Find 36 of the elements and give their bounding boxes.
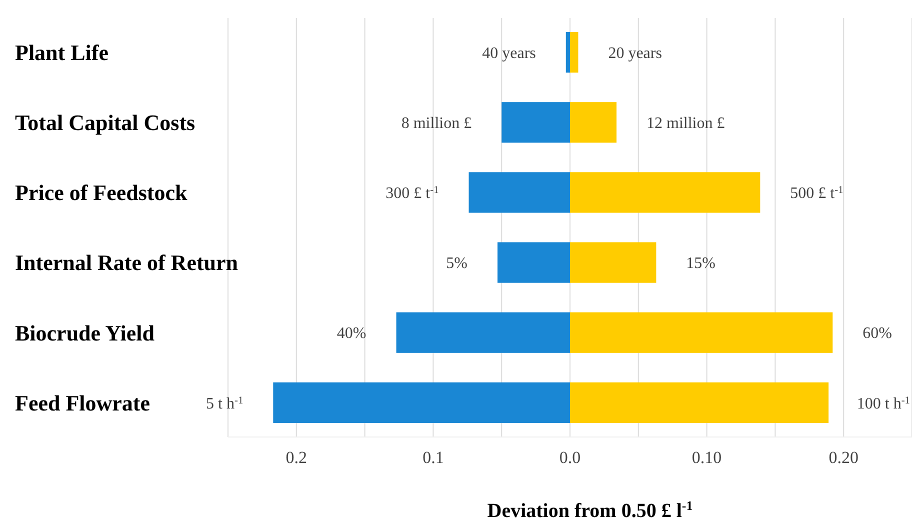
annotation: 12 million £ (646, 115, 725, 132)
x-tick-label: 0.2 (286, 448, 308, 468)
bar (570, 312, 833, 353)
x-tick-label: 0.0 (559, 448, 581, 468)
annotation: 100 t h$^{-1}$ (856, 394, 910, 412)
annotation: 500 £ t$^{-1}$ (790, 184, 844, 202)
y-tick-label: Internal Rate of Return (15, 250, 238, 276)
x-tick-label: 0.20 (828, 448, 858, 468)
y-tick-label: Biocrude Yield (15, 320, 155, 346)
annotation: 15% (686, 255, 716, 272)
bar (396, 312, 570, 353)
bar (273, 382, 570, 423)
bar (497, 242, 570, 283)
annotation: 60% (862, 325, 892, 342)
y-tick-label: Plant Life (15, 40, 109, 66)
bar (570, 32, 578, 73)
annotation: 40 years (482, 44, 536, 62)
bar (468, 172, 570, 213)
bar (566, 32, 570, 73)
y-tick-label: Feed Flowrate (15, 390, 150, 416)
bar (570, 242, 656, 283)
y-tick-label: Total Capital Costs (15, 110, 196, 136)
y-tick-label: Price of Feedstock (15, 180, 188, 206)
x-tick-label: 0.1 (422, 448, 444, 468)
x-tick-label: 0.10 (692, 448, 722, 468)
annotation: 20 years (608, 44, 662, 62)
bar (502, 102, 570, 143)
annotation: 8 million £ (401, 115, 472, 132)
bar (570, 102, 617, 143)
annotation: 5% (446, 255, 468, 272)
annotation: 40% (336, 325, 366, 342)
annotation: 5 t h$^{-1}$ (206, 394, 244, 412)
x-axis-title: Deviation from 0.50 £ l$^{-1}$ (487, 498, 693, 522)
annotation: 300 £ t$^{-1}$ (386, 184, 439, 202)
bar (570, 172, 760, 213)
bar (570, 382, 829, 423)
